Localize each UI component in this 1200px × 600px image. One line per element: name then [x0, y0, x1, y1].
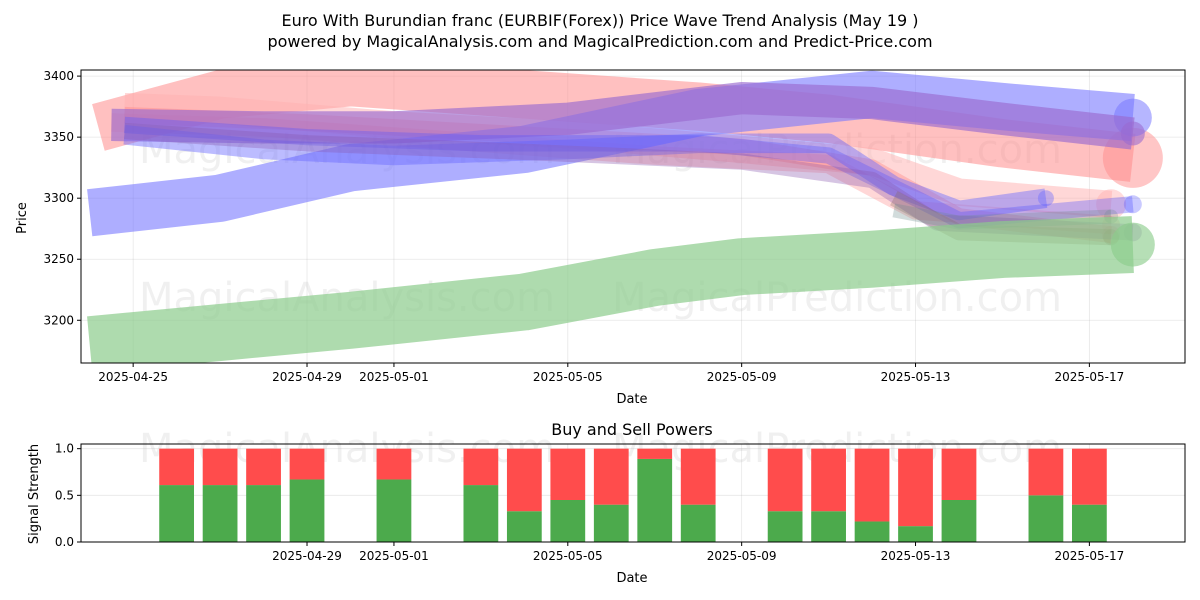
plot-frame-bottom: [80, 443, 1186, 543]
bottom-xlabel: Date: [616, 571, 647, 586]
buy-bar: [159, 485, 195, 542]
sell-bar: [463, 448, 499, 486]
series-end-1: [1096, 189, 1127, 220]
buy-bar: [854, 521, 890, 542]
y-tick-label: 1.0: [55, 442, 74, 456]
x-tick-label: 2025-05-17: [1055, 370, 1125, 384]
sell-bar: [506, 448, 542, 512]
series-band-11: [87, 216, 1134, 363]
sell-bar: [376, 448, 412, 480]
x-tick-label: 2025-04-25: [98, 370, 168, 384]
chart-title-line2: powered by MagicalAnalysis.com and Magic…: [267, 32, 932, 51]
buy-bar: [376, 479, 412, 542]
plot-frame-top: [80, 69, 1186, 364]
x-tick-label: 2025-05-17: [1055, 549, 1125, 563]
series-band-6: [123, 124, 1048, 221]
y-tick-label: 0.0: [55, 535, 74, 549]
buy-bar: [637, 458, 673, 542]
x-tick-label: 2025-05-05: [533, 370, 603, 384]
buy-bar: [550, 500, 586, 542]
buy-bar: [593, 504, 629, 542]
y-tick-label: 3200: [43, 313, 74, 327]
sell-bar: [898, 448, 933, 527]
sell-bar: [680, 448, 716, 505]
series-band-7: [123, 116, 1134, 229]
sell-bar: [593, 448, 629, 505]
buy-bar: [246, 485, 281, 542]
x-tick-label: 2025-05-05: [533, 549, 603, 563]
x-tick-label: 2025-05-13: [881, 370, 951, 384]
sell-bar: [550, 448, 586, 500]
chart-title-line1: Euro With Burundian franc (EURBIF(Forex)…: [281, 11, 918, 30]
y-tick-label: 3400: [43, 69, 74, 83]
series-end-6: [1037, 190, 1054, 207]
sell-bar: [811, 448, 846, 512]
buy-bar: [941, 500, 977, 542]
buy-bar: [898, 526, 933, 542]
sell-bar: [637, 448, 673, 459]
series-band-5: [111, 81, 1135, 150]
bottom-ylabel: Signal Strength: [27, 444, 42, 544]
buy-bar: [202, 485, 238, 542]
series-band-10: [892, 203, 1112, 230]
sell-bar: [1028, 448, 1064, 496]
x-tick-label: 2025-04-29: [272, 370, 342, 384]
x-tick-label: 2025-05-09: [707, 370, 777, 384]
series-end-5: [1120, 121, 1145, 146]
sell-bar: [1071, 448, 1107, 505]
buy-bar: [506, 511, 542, 542]
price-panel: MagicalAnalysis.comMagicalAnalysis.comMa…: [43, 69, 1186, 384]
buy-bar: [289, 479, 325, 542]
sell-bar: [767, 448, 803, 512]
x-tick-label: 2025-05-01: [359, 370, 429, 384]
series-band-8: [123, 122, 1134, 241]
x-tick-label: 2025-04-29: [272, 549, 342, 563]
x-tick-label: 2025-05-09: [707, 549, 777, 563]
series-group: [87, 70, 1163, 363]
y-tick-label: 3250: [43, 252, 74, 266]
buy-bar: [1071, 504, 1107, 542]
sell-bar: [289, 448, 325, 480]
buy-bar: [463, 485, 499, 542]
sell-bar: [159, 448, 195, 486]
y-tick-label: 3350: [43, 130, 74, 144]
sell-bar: [854, 448, 890, 522]
signal-panel: MagicalAnalysis.comMagicalPrediction.com…: [55, 426, 1186, 563]
buy-bar: [1028, 495, 1064, 542]
sell-bar: [202, 448, 238, 486]
sell-bar: [941, 448, 977, 500]
x-tick-label: 2025-05-13: [881, 549, 951, 563]
buy-bar: [680, 504, 716, 542]
series-end-11: [1110, 222, 1155, 267]
y-tick-label: 0.5: [55, 488, 74, 502]
buy-bar: [767, 511, 803, 542]
y-tick-label: 3300: [43, 191, 74, 205]
x-tick-label: 2025-05-01: [359, 549, 429, 563]
top-xlabel: Date: [616, 392, 647, 407]
top-ylabel: Price: [15, 202, 30, 234]
bottom-title: Buy and Sell Powers: [551, 420, 713, 439]
buy-bar: [811, 511, 846, 542]
sell-bar: [246, 448, 281, 486]
series-end-7: [1123, 195, 1142, 214]
